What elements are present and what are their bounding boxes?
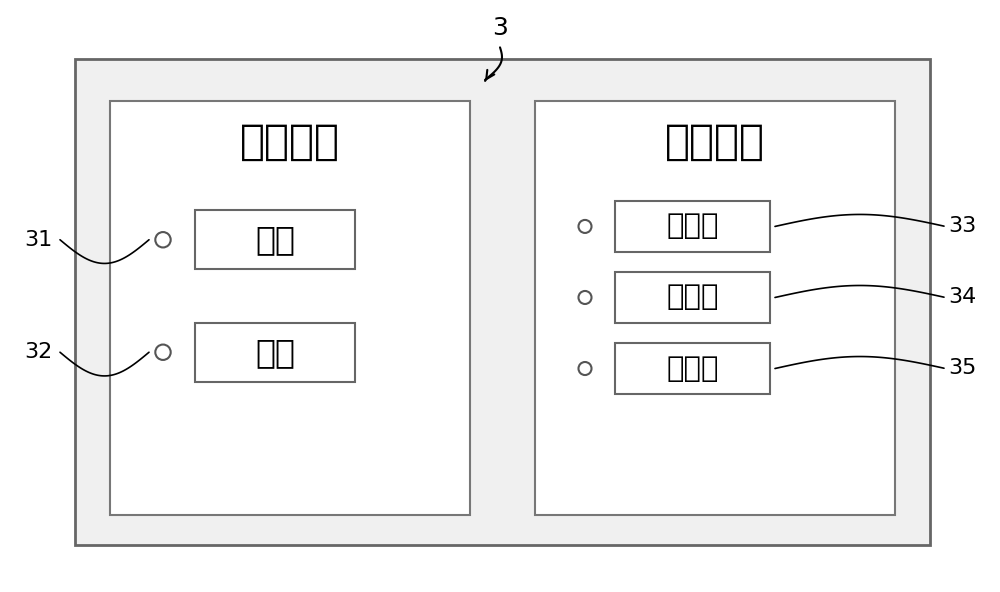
- Text: 模式二: 模式二: [666, 284, 719, 311]
- Text: 35: 35: [948, 358, 976, 378]
- Text: 导管: 导管: [255, 223, 295, 256]
- Text: 导丝: 导丝: [255, 336, 295, 369]
- Text: 32: 32: [24, 342, 52, 362]
- Text: 操作对象: 操作对象: [240, 121, 340, 163]
- Ellipse shape: [578, 220, 592, 233]
- Ellipse shape: [578, 291, 592, 304]
- Bar: [195, 323, 355, 382]
- Bar: [615, 201, 770, 252]
- Text: 3: 3: [492, 17, 508, 40]
- Bar: [615, 272, 770, 323]
- Text: 模式三: 模式三: [666, 355, 719, 382]
- Text: 34: 34: [948, 287, 976, 307]
- Ellipse shape: [578, 362, 592, 375]
- Bar: [195, 210, 355, 269]
- Text: 模式一: 模式一: [666, 213, 719, 240]
- Bar: [110, 101, 470, 515]
- Bar: [615, 343, 770, 394]
- Bar: [535, 101, 895, 515]
- Ellipse shape: [155, 232, 171, 247]
- Text: 操作模式: 操作模式: [665, 121, 765, 163]
- Ellipse shape: [155, 345, 171, 360]
- Bar: [75, 59, 930, 545]
- Text: 33: 33: [948, 216, 976, 236]
- Text: 31: 31: [24, 230, 52, 250]
